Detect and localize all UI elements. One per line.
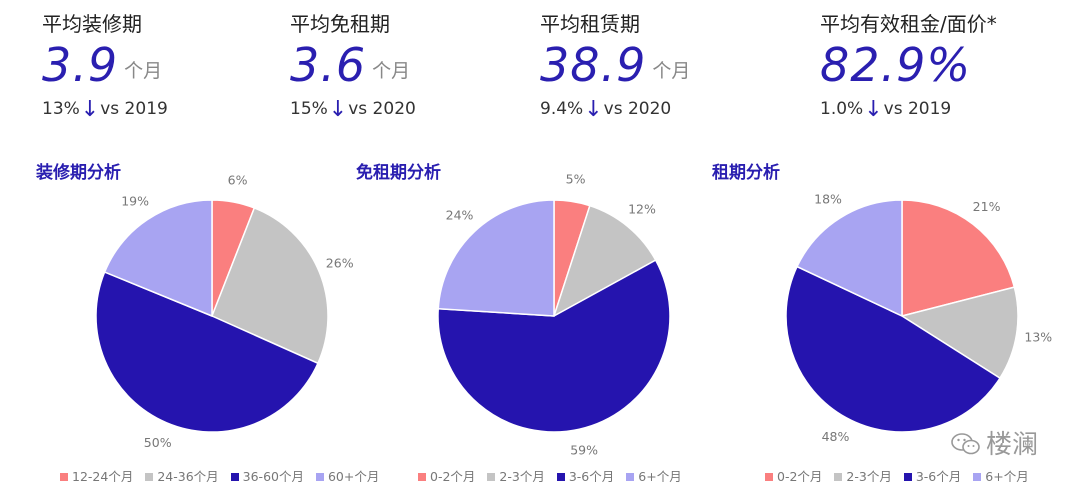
pie-data-label: 5% bbox=[566, 172, 586, 187]
legend-item: 3-6个月 bbox=[556, 466, 615, 485]
legend-item: 24-36个月 bbox=[145, 466, 219, 485]
kpi-value: 38.9 bbox=[540, 38, 647, 92]
pie-slice bbox=[901, 199, 1016, 317]
arrow-down-icon: ↓ bbox=[328, 97, 348, 122]
legend-swatch bbox=[556, 473, 565, 481]
legend-swatch bbox=[487, 473, 496, 481]
legend-label: 2-3个月 bbox=[846, 469, 892, 484]
pie-slice bbox=[437, 259, 671, 433]
pie-slice bbox=[552, 204, 657, 318]
kpi-title: 平均装修期 bbox=[42, 12, 142, 36]
chart-title-rent-free: 免租期分析 bbox=[356, 163, 441, 183]
legend-label: 24-36个月 bbox=[157, 469, 219, 484]
legend-renovation: 12-24个月 24-36个月 36-60个月 60+个月 bbox=[60, 466, 391, 485]
legend-item: 12-24个月 bbox=[60, 466, 133, 485]
pie-data-label: 19% bbox=[121, 193, 149, 208]
kpi-value-row: 82.9% bbox=[820, 38, 971, 92]
legend-swatch bbox=[903, 473, 912, 481]
legend-label: 36-60个月 bbox=[242, 469, 304, 484]
legend-swatch bbox=[230, 473, 239, 481]
kpi-change-vs: vs 2020 bbox=[348, 99, 416, 119]
pie-slice bbox=[796, 199, 903, 318]
kpi-unit: 个月 bbox=[652, 60, 691, 82]
kpi-change: 1.0%↓vs 2019 bbox=[820, 95, 952, 122]
kpi-change-vs: vs 2019 bbox=[100, 99, 168, 119]
kpi-value: 3.9 bbox=[42, 38, 119, 92]
legend-item: 3-6个月 bbox=[903, 466, 962, 485]
legend-item: 2-3个月 bbox=[834, 466, 892, 485]
legend-lease-term: 0-2个月 2-3个月 3-6个月 6+个月 bbox=[765, 466, 1041, 485]
kpi-title: 平均有效租金/面价* bbox=[820, 12, 997, 36]
legend-item: 0-2个月 bbox=[418, 466, 475, 485]
kpi-value-row: 3.6 个月 bbox=[290, 38, 410, 92]
legend-swatch bbox=[145, 473, 154, 481]
chart-title-renovation: 装修期分析 bbox=[36, 163, 121, 183]
pie-data-label: 13% bbox=[1024, 330, 1052, 345]
kpi-title: 平均免租期 bbox=[290, 12, 390, 36]
pie-slice bbox=[211, 207, 329, 365]
kpi-change: 9.4%↓vs 2020 bbox=[540, 95, 672, 122]
pie-slice bbox=[437, 199, 555, 317]
legend-swatch bbox=[626, 473, 635, 481]
pie-data-label: 24% bbox=[446, 207, 474, 222]
arrow-down-icon: ↓ bbox=[864, 97, 883, 122]
legend-label: 60+个月 bbox=[327, 469, 380, 484]
legend-label: 12-24个月 bbox=[72, 469, 134, 484]
legend-label: 0-2个月 bbox=[777, 469, 823, 484]
legend-item: 2-3个月 bbox=[487, 466, 545, 485]
watermark-text: 楼澜 bbox=[986, 430, 1039, 460]
pie-data-label: 21% bbox=[973, 199, 1001, 214]
legend-rent-free: 0-2个月 2-3个月 3-6个月 6+个月 bbox=[418, 466, 694, 485]
watermark: 楼澜 bbox=[950, 424, 1038, 461]
pie-data-label: 48% bbox=[822, 429, 850, 444]
pie-slice bbox=[103, 199, 213, 318]
chart-title-lease-term: 租期分析 bbox=[712, 163, 780, 183]
kpi-value-row: 38.9 个月 bbox=[540, 38, 690, 92]
kpi-change: 13%↓vs 2019 bbox=[42, 95, 168, 122]
kpi-change-pct: 1.0% bbox=[820, 99, 864, 119]
pie-data-label: 18% bbox=[814, 191, 842, 206]
kpi-value: 82.9% bbox=[820, 38, 972, 92]
pie-data-label: 50% bbox=[144, 435, 172, 450]
kpi-change-pct: 9.4% bbox=[540, 99, 584, 119]
legend-swatch bbox=[315, 473, 324, 481]
legend-label: 6+个月 bbox=[638, 469, 682, 484]
legend-item: 0-2个月 bbox=[765, 466, 822, 485]
legend-label: 3-6个月 bbox=[568, 469, 615, 484]
legend-swatch bbox=[973, 473, 982, 481]
pie-data-label: 26% bbox=[326, 256, 354, 271]
legend-label: 0-2个月 bbox=[430, 469, 476, 484]
kpi-unit: 个月 bbox=[124, 60, 163, 82]
legend-label: 3-6个月 bbox=[915, 469, 962, 484]
legend-swatch bbox=[60, 473, 68, 481]
kpi-value: 3.6 bbox=[290, 38, 367, 92]
legend-item: 60+个月 bbox=[315, 466, 380, 485]
legend-label: 6+个月 bbox=[985, 469, 1029, 484]
kpi-value-row: 3.9 个月 bbox=[42, 38, 162, 92]
pie-data-label: 6% bbox=[228, 172, 248, 187]
kpi-change-pct: 15% bbox=[290, 99, 328, 119]
kpi-change: 15%↓vs 2020 bbox=[290, 95, 416, 122]
arrow-down-icon: ↓ bbox=[584, 97, 603, 122]
pie-slice bbox=[900, 286, 1019, 380]
kpi-change-pct: 13% bbox=[42, 99, 80, 119]
pie-slice bbox=[95, 271, 319, 433]
kpi-change-vs: vs 2019 bbox=[883, 99, 952, 119]
kpi-title: 平均租赁期 bbox=[540, 12, 640, 36]
legend-swatch bbox=[418, 473, 426, 481]
legend-label: 2-3个月 bbox=[499, 469, 545, 484]
legend-swatch bbox=[765, 473, 773, 481]
pie-data-label: 59% bbox=[570, 443, 598, 458]
wechat-icon bbox=[951, 433, 980, 455]
pie-slice bbox=[785, 265, 1001, 433]
legend-item: 36-60个月 bbox=[230, 466, 304, 485]
kpi-unit: 个月 bbox=[372, 60, 411, 82]
legend-item: 6+个月 bbox=[626, 466, 682, 485]
arrow-down-icon: ↓ bbox=[80, 97, 100, 122]
pie-data-label: 12% bbox=[628, 202, 656, 217]
kpi-change-vs: vs 2020 bbox=[603, 99, 672, 119]
legend-item: 6+个月 bbox=[973, 466, 1029, 485]
legend-swatch bbox=[834, 473, 843, 481]
